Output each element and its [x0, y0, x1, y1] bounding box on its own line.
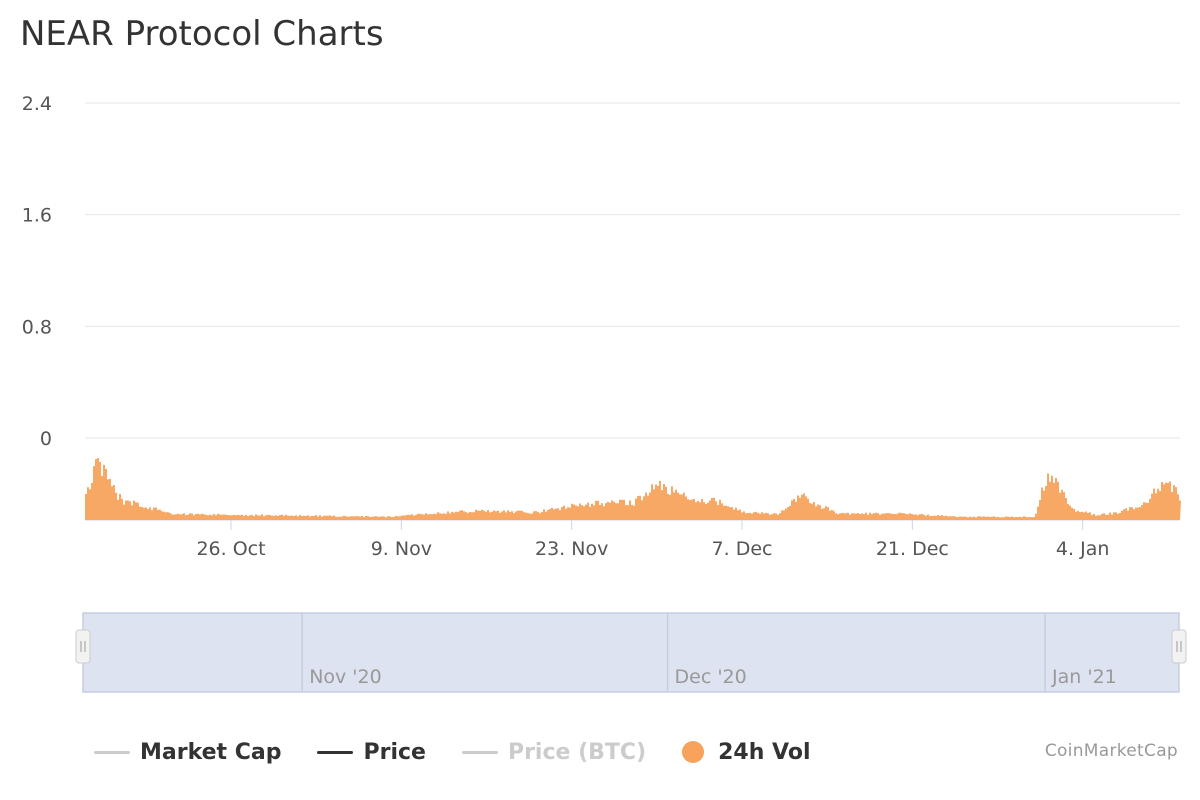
- navigator-label-2: Jan '21: [1051, 666, 1117, 688]
- navigator-handle-body-0: [75, 629, 91, 664]
- legend-price-label: Price: [363, 739, 426, 765]
- y-tick-label-2: 1.6: [22, 205, 52, 227]
- x-tick-label-0: 26. Oct: [196, 538, 265, 560]
- legend-price-btc-swatch: [461, 750, 498, 754]
- legend-price[interactable]: Price: [317, 739, 426, 765]
- legend-price-btc-label: Price (BTC): [507, 739, 647, 765]
- navigator-handle-right[interactable]: [1171, 629, 1187, 664]
- y-tick-label-0: 0: [40, 428, 52, 450]
- legend: Market Cap Price Price (BTC) 24h Vol: [94, 734, 847, 770]
- navigator-handle-left[interactable]: [75, 629, 91, 664]
- y-axis-labels: 0 0.8 1.6 2.4: [22, 93, 52, 450]
- legend-24h-vol-swatch: [682, 741, 705, 763]
- x-tick-label-5: 4. Jan: [1056, 538, 1109, 560]
- x-axis-labels: 26. Oct 9. Nov 23. Nov 7. Dec 21. Dec 4. Jan: [196, 520, 1109, 560]
- x-tick-label-4: 21. Dec: [876, 538, 949, 560]
- y-tick-label-3: 2.4: [22, 93, 52, 115]
- volume-series: [85, 458, 1181, 520]
- legend-market-cap-swatch: [94, 750, 130, 754]
- grid-lines: [85, 102, 1180, 521]
- legend-24h-vol[interactable]: 24h Vol: [682, 739, 811, 765]
- x-tick-label-3: 7. Dec: [712, 538, 773, 560]
- volume-area: [85, 458, 1181, 520]
- legend-market-cap-label: Market Cap: [140, 739, 282, 765]
- x-tick-label-1: 9. Nov: [371, 538, 432, 560]
- y-tick-label-1: 0.8: [22, 316, 52, 338]
- legend-price-btc[interactable]: Price (BTC): [461, 739, 647, 765]
- watermark: CoinMarketCap: [1044, 741, 1178, 761]
- range-navigator: Nov '20 Dec '20 Jan '21: [75, 612, 1187, 693]
- navigator-label-1: Dec '20: [675, 666, 747, 688]
- navigator-selection: [82, 612, 1180, 693]
- navigator-label-0: Nov '20: [309, 666, 382, 688]
- navigator-handle-body-1: [1171, 629, 1187, 664]
- x-tick-label-2: 23. Nov: [535, 538, 608, 560]
- page-title: NEAR Protocol Charts: [20, 14, 384, 54]
- legend-market-cap[interactable]: Market Cap: [94, 740, 281, 765]
- legend-price-swatch: [317, 750, 354, 754]
- legend-24h-vol-label: 24h Vol: [718, 739, 811, 765]
